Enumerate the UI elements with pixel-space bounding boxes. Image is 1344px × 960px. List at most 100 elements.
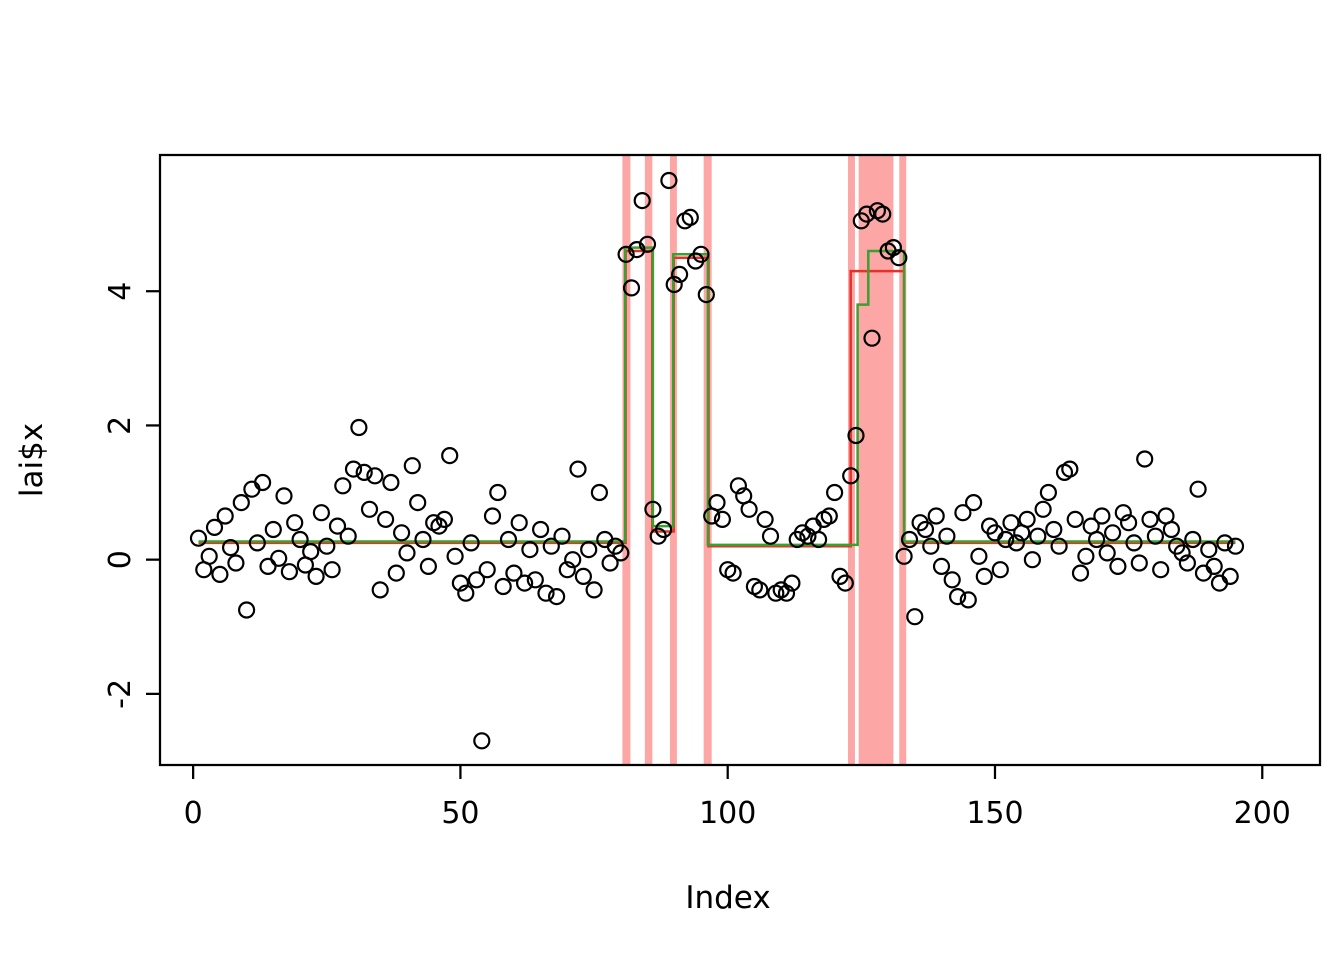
data-point — [307, 567, 325, 586]
red-step-line — [198, 249, 1236, 548]
data-point — [863, 329, 881, 347]
data-point — [842, 467, 860, 485]
data-point — [1098, 544, 1116, 562]
data-point — [1152, 561, 1170, 579]
data-point — [708, 494, 726, 512]
x-tick-label: 100 — [699, 796, 756, 831]
data-point — [1210, 574, 1229, 592]
data-point — [248, 534, 266, 552]
data-point — [1034, 500, 1052, 518]
data-point — [777, 584, 796, 602]
green-step-line — [198, 246, 1236, 547]
data-point — [745, 577, 764, 596]
data-point — [1071, 564, 1090, 582]
data-point — [553, 527, 571, 545]
data-point — [1200, 540, 1218, 559]
data-point — [1061, 460, 1079, 478]
data-point — [964, 494, 983, 512]
data-point — [809, 530, 828, 549]
data-point — [938, 527, 956, 545]
x-tick-label: 150 — [966, 796, 1023, 831]
data-point — [531, 520, 550, 539]
data-point — [948, 587, 967, 606]
data-point — [521, 540, 539, 559]
data-point — [1205, 557, 1223, 576]
y-tick-label: 0 — [103, 550, 138, 569]
data-point — [895, 547, 913, 565]
data-point — [238, 601, 256, 619]
data-point — [1178, 554, 1197, 572]
data-point — [227, 554, 245, 572]
data-point — [558, 561, 576, 579]
data-point — [628, 241, 646, 259]
data-point — [836, 574, 854, 592]
plot-border — [158, 153, 1322, 767]
data-point — [259, 557, 277, 576]
data-point — [360, 500, 379, 518]
x-axis-label: Index — [685, 880, 770, 916]
data-point — [761, 527, 780, 545]
data-point — [382, 473, 400, 492]
data-point — [328, 517, 347, 535]
data-point — [1066, 510, 1084, 529]
data-point — [574, 567, 593, 586]
data-point — [1007, 534, 1026, 552]
data-point — [580, 540, 598, 559]
data-point — [564, 551, 582, 569]
changepoint-band — [858, 155, 894, 765]
data-point — [1050, 537, 1068, 555]
data-point — [286, 514, 304, 532]
data-point — [670, 265, 689, 283]
data-point — [1146, 527, 1165, 545]
y-axis-ticks: -2 0 2 4 — [103, 282, 160, 709]
data-point — [1226, 537, 1245, 555]
data-point — [660, 171, 678, 190]
data-point — [419, 557, 437, 576]
data-point — [943, 571, 961, 589]
data-point — [740, 500, 758, 518]
data-point — [1184, 530, 1202, 549]
data-point — [1221, 567, 1239, 586]
x-tick-label: 200 — [1234, 796, 1291, 831]
data-point — [922, 537, 940, 555]
data-point — [1136, 450, 1154, 468]
data-point — [323, 561, 341, 579]
data-point — [1023, 551, 1042, 569]
data-point — [1087, 530, 1106, 549]
y-tick-label: -2 — [103, 679, 138, 709]
x-axis-ticks: 0 50 100 150 200 — [184, 765, 1291, 831]
y-tick-label: 2 — [103, 416, 138, 435]
data-point — [441, 447, 459, 465]
data-point — [409, 494, 427, 512]
data-point — [601, 554, 619, 572]
data-point — [473, 732, 491, 750]
data-point — [542, 537, 560, 555]
data-point — [1109, 557, 1127, 576]
data-point — [676, 212, 694, 230]
data-point — [312, 504, 330, 522]
data-point — [1216, 534, 1234, 552]
data-point — [1141, 510, 1159, 529]
data-point — [216, 507, 234, 525]
data-point — [622, 279, 641, 297]
data-point — [665, 275, 683, 294]
data-point — [489, 483, 507, 502]
data-point — [1194, 564, 1213, 582]
data-point — [906, 608, 924, 626]
data-point — [916, 520, 935, 539]
data-point — [874, 205, 892, 223]
data-point — [547, 587, 566, 606]
data-point — [724, 564, 742, 582]
data-point — [959, 591, 977, 609]
data-point — [318, 537, 336, 555]
data-point — [1093, 507, 1111, 525]
data-point — [189, 529, 208, 547]
data-point — [1162, 520, 1181, 539]
data-point — [1189, 480, 1207, 498]
data-point — [1125, 534, 1143, 552]
data-point — [339, 527, 357, 545]
data-point — [280, 563, 298, 581]
data-point — [344, 460, 363, 478]
